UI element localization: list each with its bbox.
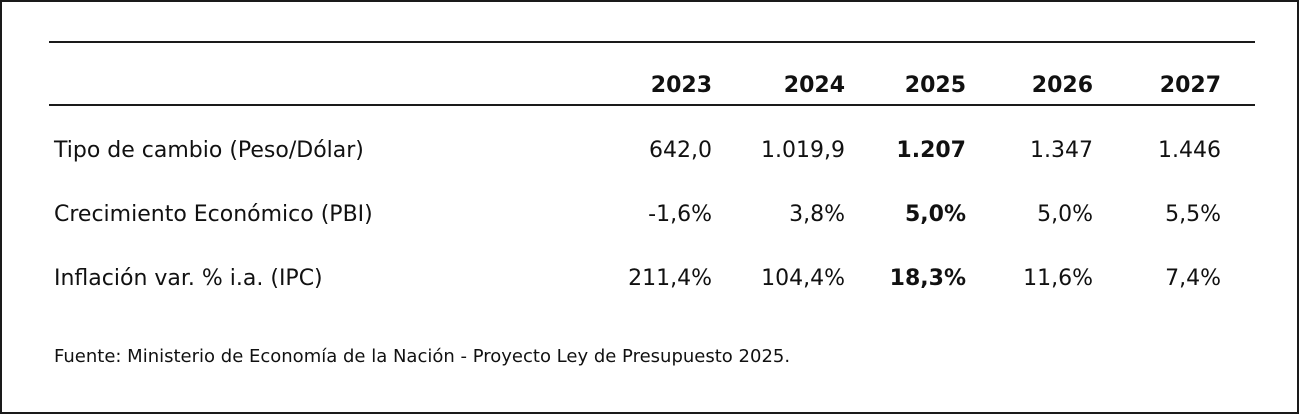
header-year-2027: 2027 bbox=[1159, 73, 1221, 98]
top-rule bbox=[49, 41, 1255, 43]
header-year-2023: 2023 bbox=[650, 73, 712, 98]
cell-exchange-rate-2023: 642,0 bbox=[649, 138, 712, 163]
header-rule bbox=[49, 104, 1255, 106]
header-year-2025: 2025 bbox=[904, 73, 966, 98]
cell-exchange-rate-2026: 1.347 bbox=[1030, 138, 1093, 163]
cell-inflation-2026: 11,6% bbox=[1023, 266, 1093, 291]
cell-gdp-growth-2026: 5,0% bbox=[1037, 202, 1093, 227]
cell-inflation-2027: 7,4% bbox=[1165, 266, 1221, 291]
header-year-2024: 2024 bbox=[783, 73, 845, 98]
row-label-exchange-rate: Tipo de cambio (Peso/Dólar) bbox=[54, 138, 364, 163]
cell-inflation-2023: 211,4% bbox=[628, 266, 712, 291]
cell-gdp-growth-2025: 5,0% bbox=[904, 202, 966, 227]
cell-inflation-2024: 104,4% bbox=[761, 266, 845, 291]
row-label-gdp-growth: Crecimiento Económico (PBI) bbox=[54, 202, 373, 227]
cell-exchange-rate-2024: 1.019,9 bbox=[761, 138, 845, 163]
cell-exchange-rate-2025: 1.207 bbox=[896, 138, 966, 163]
header-year-2026: 2026 bbox=[1031, 73, 1093, 98]
cell-inflation-2025: 18,3% bbox=[889, 266, 966, 291]
row-label-inflation: Inflación var. % i.a. (IPC) bbox=[54, 266, 323, 291]
cell-exchange-rate-2027: 1.446 bbox=[1158, 138, 1221, 163]
cell-gdp-growth-2027: 5,5% bbox=[1165, 202, 1221, 227]
source-note: Fuente: Ministerio de Economía de la Nac… bbox=[54, 346, 791, 367]
cell-gdp-growth-2023: -1,6% bbox=[648, 202, 712, 227]
cell-gdp-growth-2024: 3,8% bbox=[789, 202, 845, 227]
